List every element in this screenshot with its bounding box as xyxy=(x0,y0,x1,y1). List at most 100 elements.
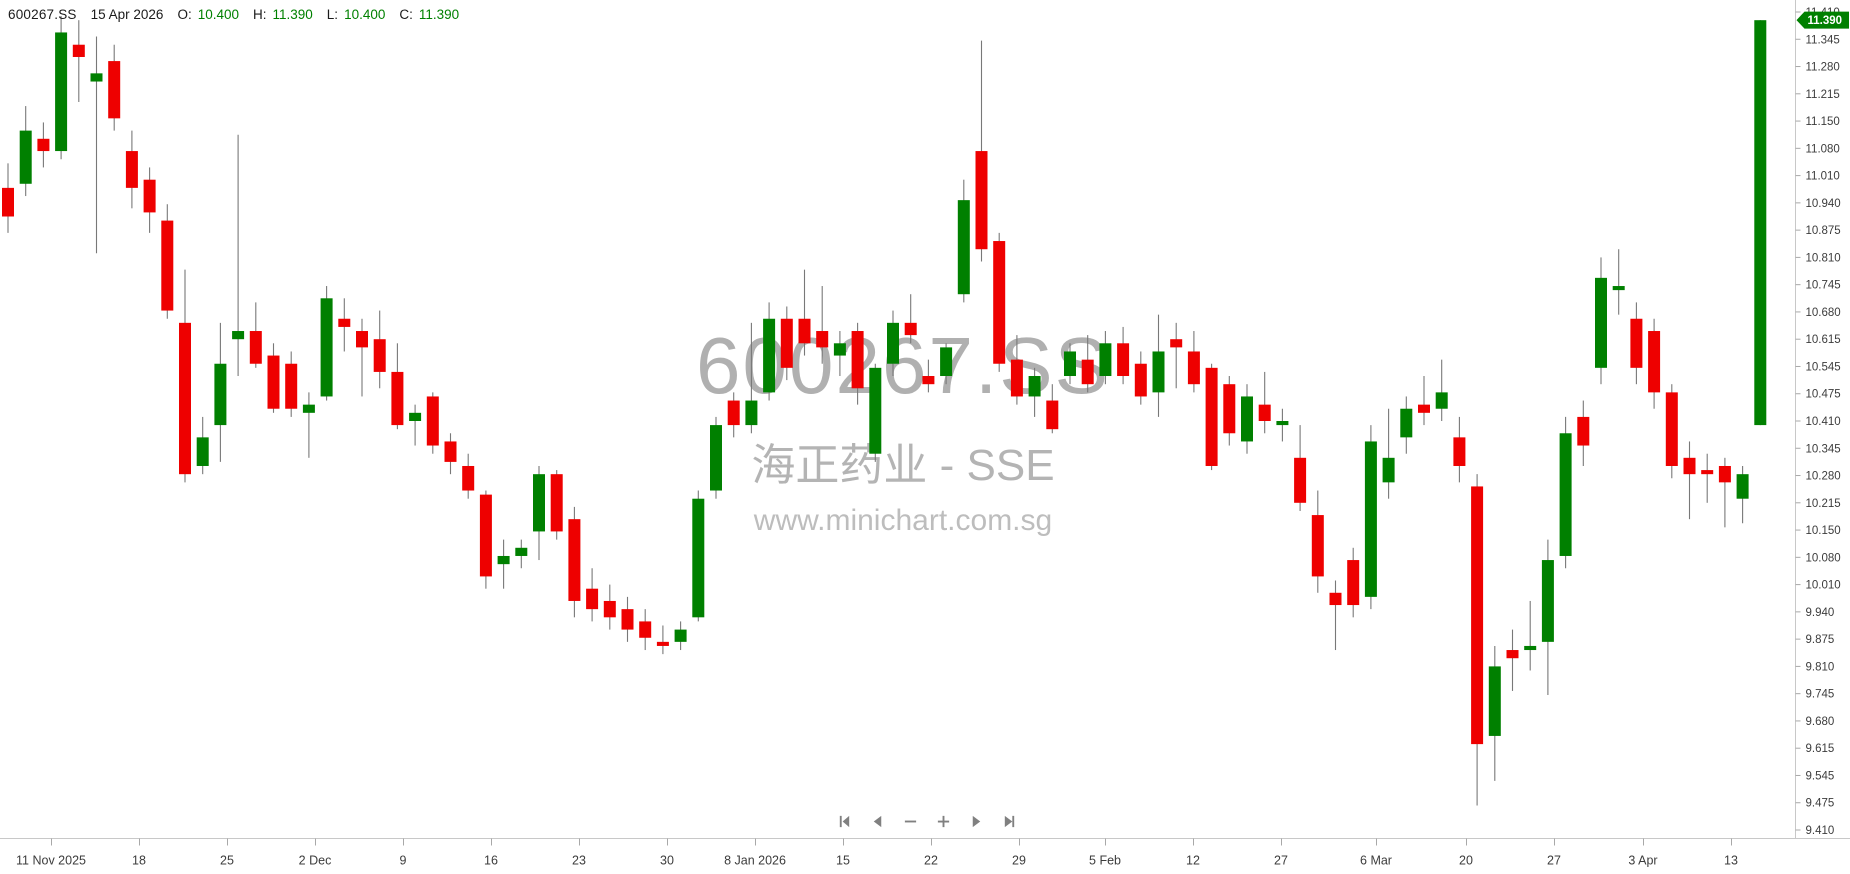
candle-body xyxy=(125,151,138,188)
candle-body xyxy=(922,376,935,385)
candle-body xyxy=(869,367,882,454)
candle-body xyxy=(1754,20,1767,426)
candle-body xyxy=(72,44,85,57)
zoom-in-icon xyxy=(937,815,949,827)
candle-body xyxy=(1506,650,1519,659)
y-axis-label: 9.875 xyxy=(1806,634,1835,646)
candle-body xyxy=(161,220,174,311)
candle-body xyxy=(143,179,156,213)
candle-body xyxy=(1471,486,1484,745)
close-label: C: xyxy=(399,7,413,22)
candle-body xyxy=(462,465,475,491)
x-axis-label: 3 Apr xyxy=(1628,854,1657,868)
candle-body xyxy=(957,200,970,295)
y-axis-label: 10.215 xyxy=(1806,498,1841,510)
skip-to-end-button[interactable] xyxy=(1001,813,1017,829)
candle-body xyxy=(1435,392,1448,409)
candle-body xyxy=(674,629,687,642)
x-axis-label: 13 xyxy=(1724,854,1738,868)
candle-body xyxy=(356,331,368,348)
candle-body xyxy=(1612,286,1625,291)
y-axis-label: 10.280 xyxy=(1806,471,1841,483)
date-label: 15 Apr 2026 xyxy=(90,7,164,22)
x-axis-label: 22 xyxy=(924,854,938,868)
last-price-badge-value: 11.390 xyxy=(1808,15,1843,27)
candle-body xyxy=(656,641,669,646)
candle-body xyxy=(1276,421,1289,426)
candle-body xyxy=(1311,515,1324,577)
skip-to-end-icon xyxy=(1004,815,1014,827)
zoom-in-button[interactable] xyxy=(935,813,951,829)
low-value: 10.400 xyxy=(344,7,386,22)
x-axis-label: 20 xyxy=(1459,854,1473,868)
candle-body xyxy=(639,621,652,638)
open-label: O: xyxy=(177,7,192,22)
candle-body xyxy=(1524,645,1537,651)
x-axis-label: 15 xyxy=(836,854,850,868)
step-back-button[interactable] xyxy=(869,813,885,829)
y-axis-label: 11.010 xyxy=(1806,171,1840,183)
x-axis-label: 29 xyxy=(1012,854,1026,868)
y-axis-label: 11.080 xyxy=(1806,143,1840,155)
y-axis-label: 11.280 xyxy=(1806,62,1840,74)
candle-body xyxy=(1081,359,1094,385)
candle-body xyxy=(1064,351,1076,377)
candle-body xyxy=(568,519,581,601)
y-axis-label: 10.410 xyxy=(1806,416,1841,428)
candle-body xyxy=(1701,470,1714,475)
candle-body xyxy=(621,609,634,630)
candle-body xyxy=(1046,400,1059,430)
candle-body xyxy=(444,441,457,462)
step-forward-button[interactable] xyxy=(968,813,984,829)
candle-body xyxy=(90,73,103,82)
candle-body xyxy=(710,425,722,491)
y-axis-label: 10.680 xyxy=(1806,307,1841,319)
candle-body xyxy=(285,363,298,409)
candle-body xyxy=(1665,392,1678,466)
skip-to-start-icon xyxy=(839,815,849,827)
candle-body xyxy=(1258,404,1271,421)
candle-body xyxy=(1134,363,1147,397)
candle-body xyxy=(1559,433,1572,556)
candle-body xyxy=(214,363,227,426)
high-label: H: xyxy=(253,7,267,22)
y-axis-label: 9.940 xyxy=(1806,607,1835,619)
candle-body xyxy=(302,404,315,413)
y-axis-label: 10.475 xyxy=(1806,389,1841,401)
x-axis-label: 5 Feb xyxy=(1089,854,1121,868)
candle-body xyxy=(497,555,510,565)
zoom-out-button[interactable] xyxy=(902,813,918,829)
candle-body xyxy=(816,331,829,348)
y-axis-label: 10.545 xyxy=(1806,361,1841,373)
y-axis-label: 11.215 xyxy=(1806,89,1840,101)
candle-body xyxy=(586,588,599,610)
y-axis-label: 10.080 xyxy=(1806,552,1841,564)
x-axis-label: 12 xyxy=(1186,854,1200,868)
candle-body xyxy=(55,32,68,152)
x-axis-label: 11 Nov 2025 xyxy=(16,854,86,868)
candle-body xyxy=(196,437,209,466)
y-axis-label: 9.810 xyxy=(1806,661,1835,673)
y-axis-label: 9.680 xyxy=(1806,716,1835,728)
candle-body xyxy=(426,396,439,446)
x-axis-label: 8 Jan 2026 xyxy=(724,854,786,868)
y-axis-label: 9.745 xyxy=(1806,689,1835,701)
candle-body xyxy=(1010,359,1023,397)
candle-body xyxy=(479,494,492,577)
candle-body xyxy=(1577,416,1590,446)
candle-body xyxy=(1187,351,1200,385)
y-axis-label: 9.475 xyxy=(1806,798,1835,810)
candle-body xyxy=(1630,318,1643,368)
y-axis-label: 10.345 xyxy=(1806,443,1841,455)
candle-body xyxy=(763,318,776,393)
skip-to-start-button[interactable] xyxy=(836,813,852,829)
candle-body xyxy=(904,322,917,336)
y-axis-label: 9.545 xyxy=(1806,770,1835,782)
x-axis-label: 23 xyxy=(572,854,586,868)
candle-body xyxy=(1099,343,1112,377)
candle-body xyxy=(1382,457,1395,483)
y-axis-label: 9.615 xyxy=(1806,743,1835,755)
y-axis-label: 11.150 xyxy=(1806,116,1840,128)
y-axis-label: 10.150 xyxy=(1806,525,1841,537)
